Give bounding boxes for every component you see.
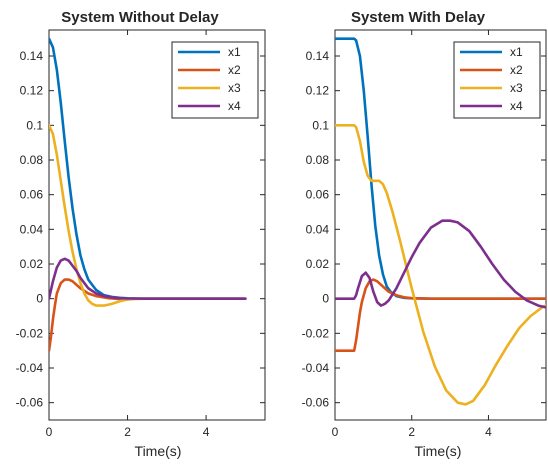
- legend-label-x4: x4: [228, 99, 241, 113]
- legend-label-x3: x3: [510, 81, 523, 95]
- y-tick-label: 0.12: [306, 84, 330, 98]
- y-tick-label: -0.06: [16, 396, 44, 410]
- y-tick-label: 0.04: [306, 222, 330, 236]
- series-line-x4: [335, 219, 546, 309]
- right-chart-panel: System With Delay Time(s) -0.06 -0.04 -0.0…: [302, 9, 547, 459]
- y-tick-label: 0.06: [20, 188, 44, 202]
- y-tick-label: 0.04: [20, 222, 44, 236]
- y-tick-label: 0: [36, 292, 43, 306]
- y-tick-label: 0.1: [312, 118, 329, 132]
- legend-label-x3: x3: [228, 81, 241, 95]
- y-tick-label: 0.12: [20, 84, 44, 98]
- y-tick-label: 0.1: [26, 118, 43, 132]
- y-tick-label: -0.04: [302, 361, 330, 375]
- series-line-x3: [335, 124, 546, 406]
- chart-title: System With Delay: [351, 9, 486, 26]
- legend-label-x4: x4: [510, 99, 523, 113]
- legend-label-x1: x1: [228, 45, 241, 59]
- x-tick-label: 0: [46, 425, 53, 439]
- legend-label-x1: x1: [510, 45, 523, 59]
- y-tick-label: 0.08: [20, 153, 44, 167]
- y-tick-label: -0.04: [16, 361, 44, 375]
- x-axis-label: Time(s): [135, 443, 182, 459]
- y-tick-label: 0.06: [306, 188, 330, 202]
- chart-title: System Without Delay: [61, 9, 219, 26]
- x-tick-label: 2: [124, 425, 131, 439]
- y-tick-label: -0.06: [302, 396, 330, 410]
- legend-label-x2: x2: [510, 63, 523, 77]
- series-line-x2: [335, 278, 546, 352]
- left-chart-panel: System Without Delay Time(s) -0.06 -0.04 -…: [16, 9, 266, 459]
- x-tick-label: 2: [408, 425, 415, 439]
- x-tick-label: 0: [332, 425, 339, 439]
- x-tick-label: 4: [203, 425, 210, 439]
- y-tick-label: 0.02: [306, 257, 330, 271]
- legend-label-x2: x2: [228, 63, 241, 77]
- y-tick-label: 0.14: [306, 49, 330, 63]
- y-tick-label: 0.14: [20, 49, 44, 63]
- y-tick-label: 0.02: [20, 257, 44, 271]
- y-tick-label: 0.08: [306, 153, 330, 167]
- y-tick-label: 0: [322, 292, 329, 306]
- y-tick-label: -0.02: [16, 326, 44, 340]
- x-tick-label: 4: [485, 425, 492, 439]
- series-line-x4: [49, 257, 247, 300]
- y-tick-label: -0.02: [302, 326, 330, 340]
- x-axis-label: Time(s): [415, 443, 462, 459]
